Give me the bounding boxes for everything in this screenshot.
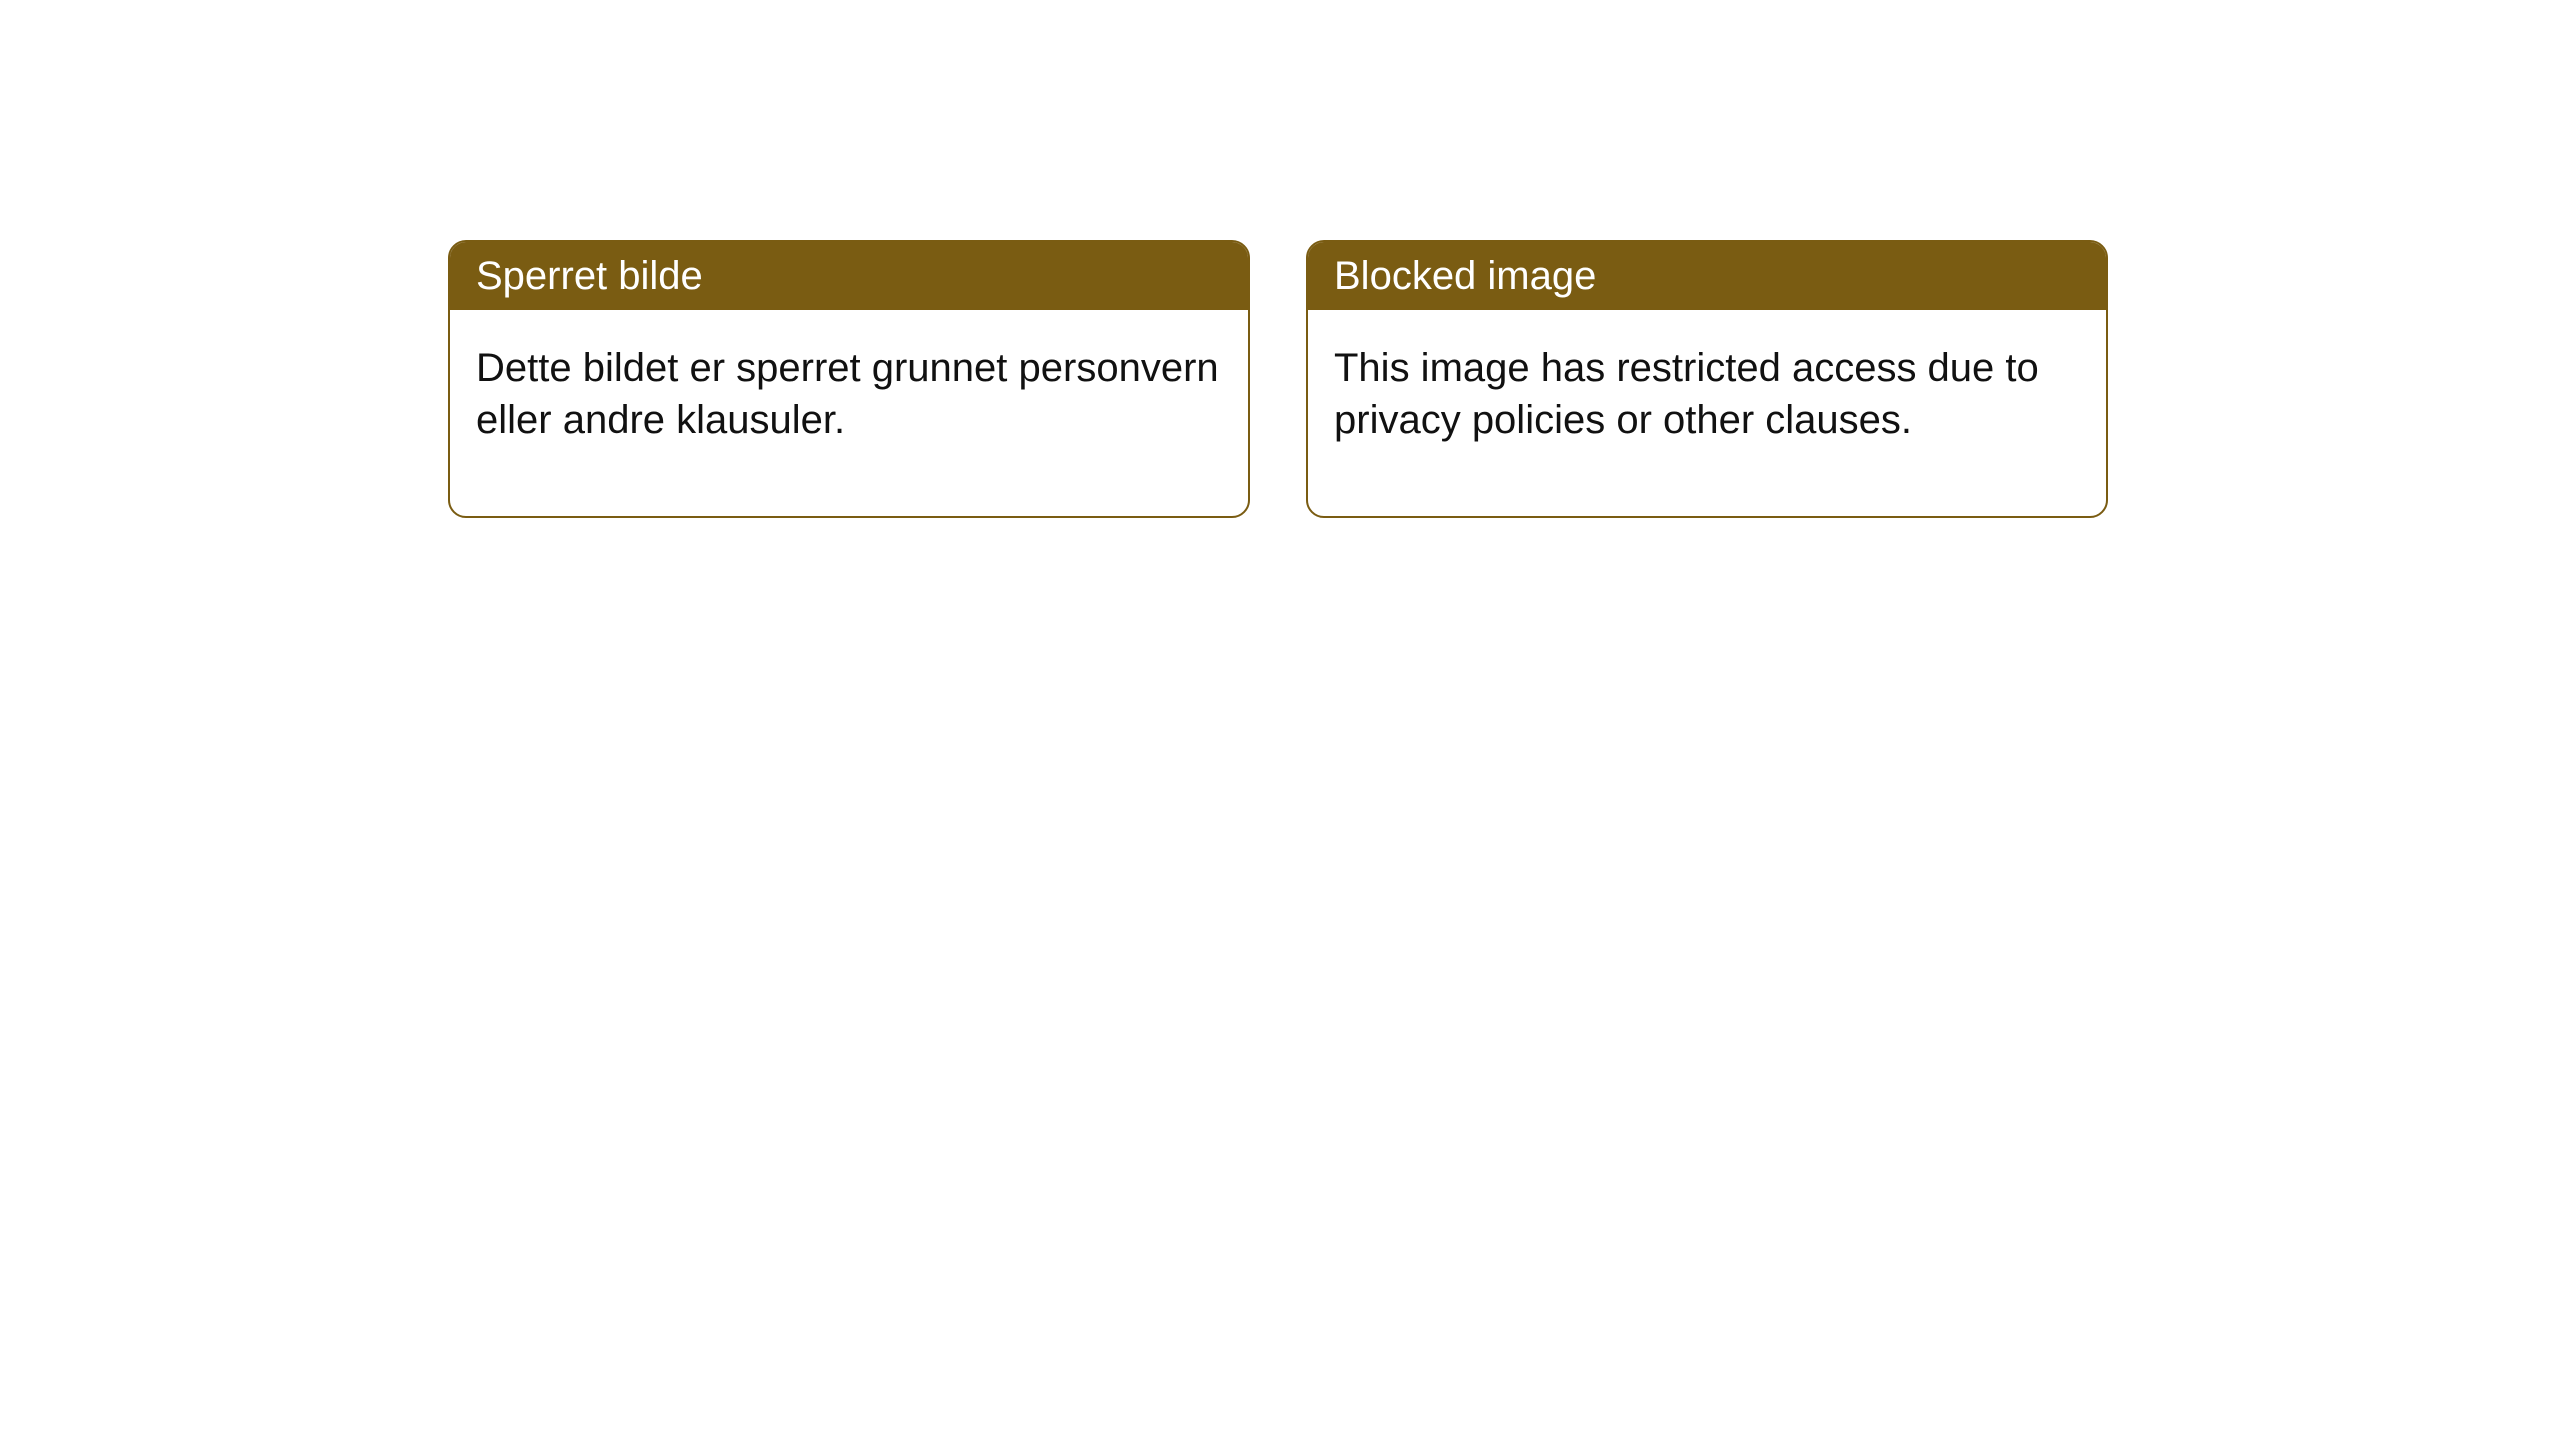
card-body-norwegian: Dette bildet er sperret grunnet personve… — [450, 310, 1248, 516]
card-title-norwegian: Sperret bilde — [450, 242, 1248, 310]
blocked-image-card-english: Blocked image This image has restricted … — [1306, 240, 2108, 518]
blocked-image-card-norwegian: Sperret bilde Dette bildet er sperret gr… — [448, 240, 1250, 518]
card-body-english: This image has restricted access due to … — [1308, 310, 2106, 516]
card-title-english: Blocked image — [1308, 242, 2106, 310]
notice-cards-container: Sperret bilde Dette bildet er sperret gr… — [448, 240, 2108, 518]
